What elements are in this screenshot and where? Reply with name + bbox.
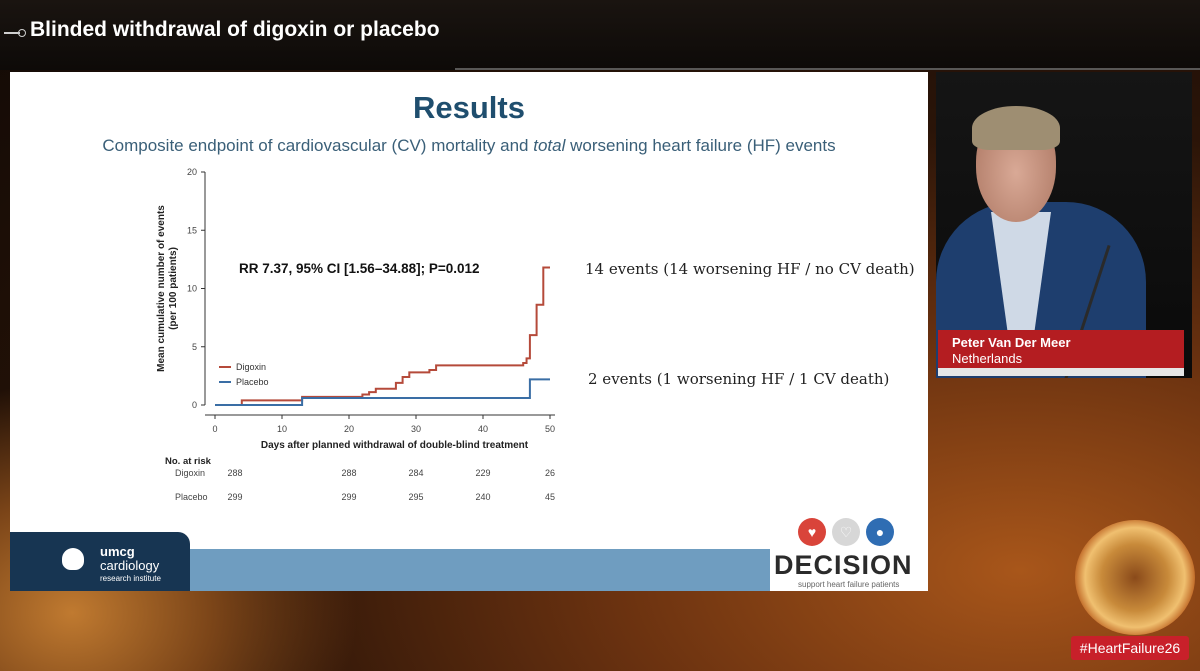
series-line-placebo [215, 378, 550, 406]
x-tick-label: 20 [344, 424, 354, 434]
heart-logo-icon [62, 548, 84, 570]
risk-row-value: 284 [408, 468, 423, 478]
y-tick-label: 0 [192, 400, 197, 410]
y-axis-label: Mean cumulative number of events(per 100… [156, 205, 179, 372]
speaker-hair [972, 106, 1060, 150]
speaker-video [936, 72, 1192, 378]
presentation-slide: Results Composite endpoint of cardiovasc… [10, 72, 928, 591]
decision-tagline: support heart failure patients [798, 580, 900, 589]
y-tick-label: 10 [187, 284, 197, 294]
research-institute-text: research institute [100, 574, 161, 583]
slide-subtitle: Composite endpoint of cardiovascular (CV… [10, 136, 928, 156]
person-icon: ● [866, 518, 894, 546]
risk-row-label: Digoxin [175, 468, 205, 478]
umcg-logo: umcg cardiology research institute [10, 532, 190, 591]
x-tick-label: 30 [411, 424, 421, 434]
cardiology-text: cardiology [100, 558, 160, 573]
legend-label-placebo: Placebo [236, 377, 269, 387]
title-bar: Blinded withdrawal of digoxin or placebo [0, 0, 1200, 70]
session-title: Blinded withdrawal of digoxin or placebo [30, 18, 440, 41]
x-axis-label: Days after planned withdrawal of double-… [261, 440, 529, 451]
hashtag-badge: #HeartFailure26 [1071, 636, 1189, 660]
x-tick-label: 40 [478, 424, 488, 434]
heart-outline-icon: ♡ [832, 518, 860, 546]
x-tick-label: 10 [277, 424, 287, 434]
legend-label-digoxin: Digoxin [236, 362, 266, 372]
nameplate-strip [938, 368, 1184, 376]
risk-row-value: 288 [341, 468, 356, 478]
risk-row-value: 299 [341, 492, 356, 502]
subtitle-part-1: Composite endpoint of cardiovascular (CV… [102, 136, 534, 155]
bullet-dash [4, 32, 20, 34]
risk-row-value: 288 [227, 468, 242, 478]
subtitle-emphasis: total [533, 136, 566, 155]
risk-row-value: 26 [545, 468, 555, 478]
digoxin-events-annotation: 14 events (14 worsening HF / no CV death… [585, 260, 915, 278]
y-tick-label: 5 [192, 342, 197, 352]
y-tick-label: 20 [187, 167, 197, 177]
cumulative-events-chart: 0 5 10 15 20 0 10 20 30 40 50 Days after planned wi… [156, 167, 555, 502]
decision-wordmark: DECISION [774, 550, 913, 580]
risk-table-title: No. at risk [165, 456, 212, 467]
title-underline [455, 68, 1200, 70]
y-tick-label: 15 [187, 225, 197, 235]
series-line-digoxin [215, 266, 550, 406]
risk-row-value: 229 [475, 468, 490, 478]
speaker-nameplate: Peter Van Der Meer Netherlands [938, 330, 1184, 368]
heart-icon: ♥ [798, 518, 826, 546]
bullet-dot [18, 29, 26, 37]
x-tick-label: 50 [545, 424, 555, 434]
stats-annotation: RR 7.37, 95% CI [1.56–34.88]; P=0.012 [239, 261, 480, 276]
placebo-events-annotation: 2 events (1 worsening HF / 1 CV death) [588, 370, 890, 388]
slide-heading: Results [413, 90, 525, 125]
risk-row-label: Placebo [175, 492, 208, 502]
umcg-text: umcg [100, 544, 135, 559]
risk-row-value: 299 [227, 492, 242, 502]
decision-logo: ♥ ♡ ● DECISION support heart failure patie… [770, 512, 928, 591]
speaker-country: Netherlands [952, 351, 1023, 366]
x-tick-label: 0 [212, 424, 217, 434]
risk-row-value: 240 [475, 492, 490, 502]
conference-logo [1075, 520, 1195, 635]
subtitle-part-2: worsening heart failure (HF) events [565, 136, 836, 155]
risk-row-value: 295 [408, 492, 423, 502]
speaker-name: Peter Van Der Meer [952, 335, 1071, 350]
risk-row-value: 45 [545, 492, 555, 502]
